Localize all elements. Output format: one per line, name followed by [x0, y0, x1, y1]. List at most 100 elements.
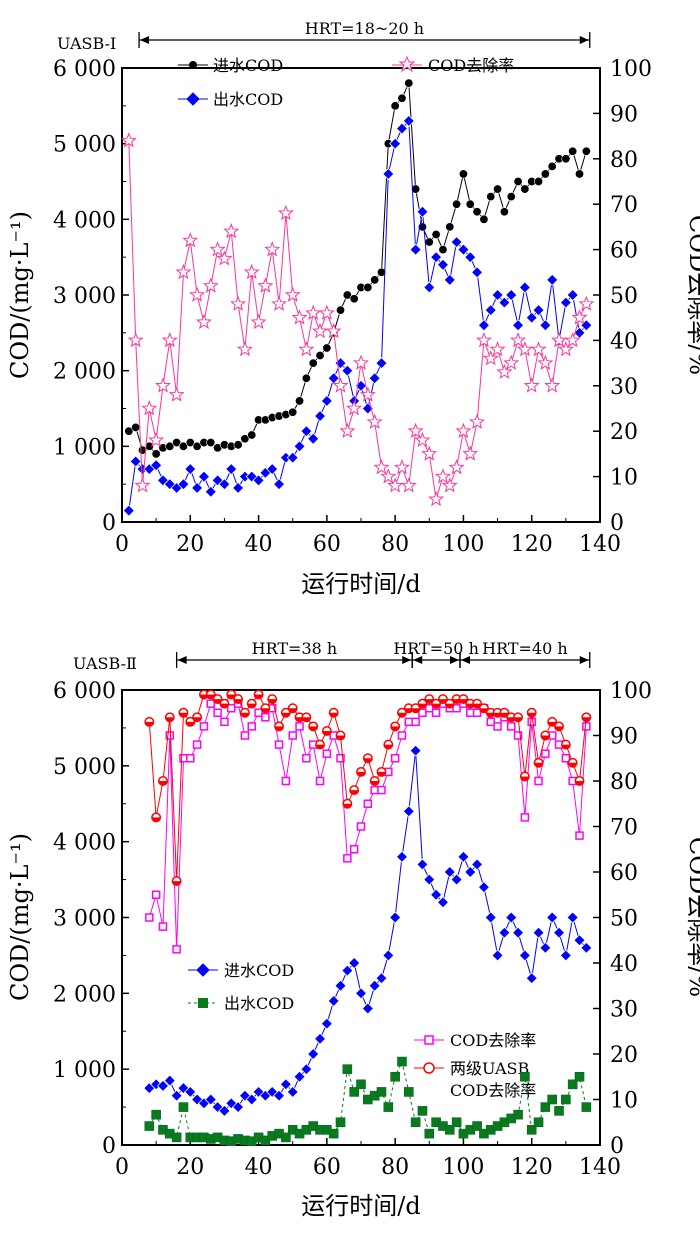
hrt-bar: HRT=38 h HRT=50 h HRT=40 h: [175, 639, 591, 668]
data-point-fill: [548, 721, 557, 726]
x-tick-label: 40: [245, 532, 273, 557]
data-point: [218, 478, 231, 491]
data-point-fill: [397, 712, 406, 717]
data-point: [520, 813, 530, 822]
data-point: [336, 754, 345, 763]
x-tick-label: 60: [313, 532, 341, 557]
legend-marker-removal: [424, 1035, 434, 1045]
data-point: [377, 785, 386, 795]
y-right-tick-label: 70: [610, 816, 638, 841]
data-point: [574, 1071, 585, 1082]
data-point: [189, 286, 206, 302]
data-point: [452, 703, 461, 713]
data-point: [383, 1102, 394, 1112]
data-point: [363, 282, 373, 292]
x-tick-label: 120: [511, 532, 553, 557]
legend-label-effluent: 出水COD: [224, 994, 294, 1013]
hrt-label: HRT=18~20 h: [305, 19, 424, 38]
data-point: [397, 731, 407, 740]
data-point: [404, 78, 414, 88]
data-point: [168, 386, 185, 402]
data-point: [145, 913, 154, 922]
data-point: [450, 235, 463, 249]
data-point: [539, 941, 552, 954]
legend-label-removal: COD去除率: [450, 1031, 536, 1050]
data-point: [389, 911, 402, 924]
data-point: [376, 267, 386, 277]
data-point: [202, 277, 219, 293]
data-point: [575, 169, 585, 179]
data-point-fill: [193, 717, 202, 722]
data-point: [346, 400, 363, 416]
data-point: [409, 744, 422, 757]
x-tick-label: 100: [442, 1155, 484, 1180]
data-point: [230, 295, 247, 311]
data-point: [154, 377, 171, 393]
data-point: [511, 926, 525, 939]
data-point: [348, 956, 361, 970]
x-tick-label: 20: [176, 532, 204, 557]
data-point: [158, 922, 168, 931]
data-point-fill: [288, 708, 297, 713]
data-point: [218, 1104, 231, 1117]
legend-label-removal: COD去除率: [428, 56, 514, 75]
data-point: [532, 304, 545, 317]
data-point-fill: [227, 694, 236, 699]
legend-label-influent: 进水COD: [224, 961, 294, 980]
data-point: [475, 331, 492, 348]
data-point: [424, 237, 434, 247]
data-point: [395, 122, 409, 135]
data-point: [423, 873, 436, 886]
data-point: [206, 438, 216, 448]
data-point: [144, 1121, 155, 1131]
data-point: [148, 431, 165, 448]
y-left-tick-label: 2 000: [53, 360, 116, 385]
data-point: [288, 731, 297, 740]
data-point: [131, 422, 141, 432]
data-point: [451, 1117, 462, 1128]
y-right-tick-label: 30: [610, 998, 638, 1023]
hrt-arrow-right: [402, 656, 412, 664]
data-point: [457, 850, 470, 863]
data-point: [541, 749, 550, 758]
data-point: [430, 251, 443, 264]
data-point: [354, 987, 368, 1000]
data-point-fill: [268, 699, 277, 704]
data-point-fill: [418, 703, 427, 708]
data-point: [191, 481, 204, 495]
data-point: [300, 425, 313, 438]
data-point: [450, 873, 463, 886]
data-point: [523, 377, 540, 393]
data-point-fill: [275, 726, 284, 731]
data-point: [561, 1094, 571, 1105]
data-point: [554, 1106, 564, 1116]
data-point: [582, 722, 591, 731]
data-point-fill: [165, 717, 174, 722]
data-point: [150, 459, 163, 472]
data-point: [566, 288, 579, 302]
data-point: [393, 459, 410, 475]
data-point: [151, 1109, 161, 1120]
data-point: [491, 288, 504, 302]
chart-uasb-2: UASB-Ⅱ COD/(mg·L⁻¹) COD去除率/% 运行时间/d 进水CO…: [6, 639, 700, 1220]
data-point-fill: [541, 735, 550, 740]
data-point: [466, 708, 475, 717]
y-right-tick-label: 60: [610, 861, 638, 886]
data-point: [186, 754, 195, 763]
data-point-fill: [309, 726, 318, 731]
x-axis-label: 运行时间/d: [301, 1192, 420, 1220]
data-point-fill: [438, 699, 447, 704]
data-point: [213, 708, 222, 717]
data-point: [264, 241, 281, 257]
legend: 进水COD 出水COD COD去除率: [178, 55, 514, 109]
data-point: [356, 822, 366, 831]
data-point-fill: [459, 699, 468, 704]
data-point-fill: [240, 712, 249, 717]
data-point: [527, 717, 536, 727]
data-point: [516, 341, 533, 357]
data-point: [518, 281, 531, 294]
data-point: [129, 455, 142, 468]
y-axis-label-left: COD/(mg·L⁻¹): [6, 211, 34, 379]
